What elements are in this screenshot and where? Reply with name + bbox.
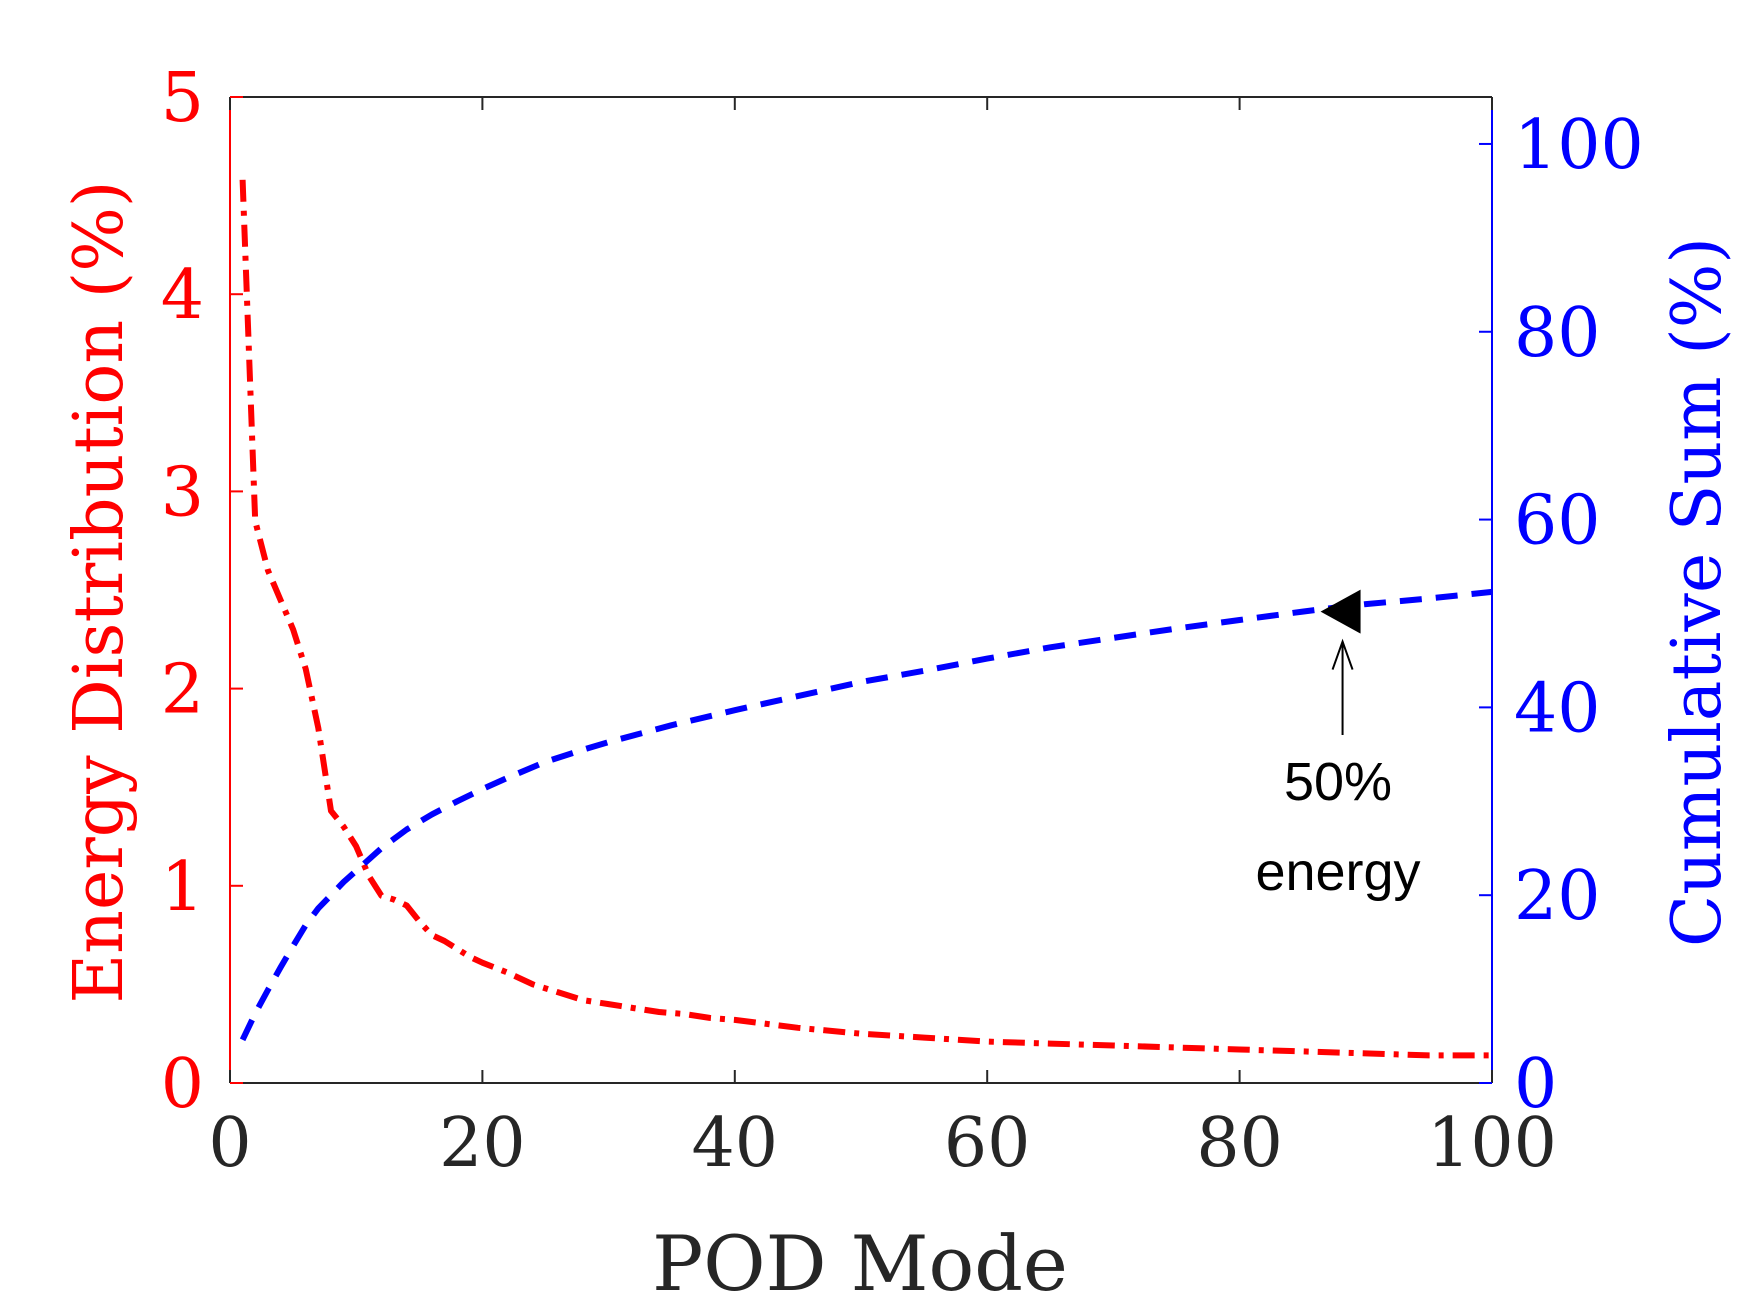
- annotation-line2: energy: [1255, 842, 1420, 902]
- right-tick-label: 20: [1514, 857, 1601, 936]
- left-axis-label: Energy Distribution (%): [60, 181, 139, 1004]
- x-tick-label: 20: [439, 1104, 526, 1183]
- left-tick-label: 3: [161, 453, 204, 532]
- left-axis-ticks: 0 1 2 3 4 5: [161, 59, 243, 1124]
- left-tick-label: 4: [161, 256, 204, 335]
- annotation-marker: [1320, 589, 1361, 634]
- x-tick-label: 80: [1196, 1104, 1283, 1183]
- x-tick-label: 100: [1427, 1104, 1557, 1183]
- right-tick-label: 80: [1514, 294, 1601, 373]
- left-tick-label: 5: [161, 59, 204, 138]
- right-tick-label: 0: [1514, 1045, 1557, 1124]
- x-tick-label: 0: [208, 1104, 251, 1183]
- right-tick-label: 100: [1514, 106, 1644, 185]
- left-tick-label: 2: [161, 651, 204, 730]
- left-tick-label: 1: [161, 848, 204, 927]
- x-axis-label: POD Mode: [652, 1219, 1068, 1308]
- plot-frame: [229, 96, 1493, 1084]
- right-axis-ticks: 0 20 40 60 80 100: [1479, 106, 1644, 1124]
- energy-distribution-line: [239, 179, 1492, 1059]
- right-tick-label: 40: [1514, 669, 1601, 748]
- annotation-arrow-head: [1331, 638, 1354, 670]
- series-layer: [239, 179, 1493, 1059]
- x-axis-ticks: 0 20 40 60 80 100: [208, 97, 1557, 1183]
- annotation-line1: 50%: [1284, 752, 1392, 812]
- annotation-layer: [1320, 589, 1361, 735]
- right-axis-label: Cumulative Sum (%): [1658, 237, 1737, 947]
- x-tick-label: 40: [692, 1104, 779, 1183]
- cumulative-sum-line: [239, 588, 1493, 1042]
- left-tick-label: 0: [161, 1045, 204, 1124]
- right-tick-label: 60: [1514, 482, 1601, 561]
- x-tick-label: 60: [944, 1104, 1031, 1183]
